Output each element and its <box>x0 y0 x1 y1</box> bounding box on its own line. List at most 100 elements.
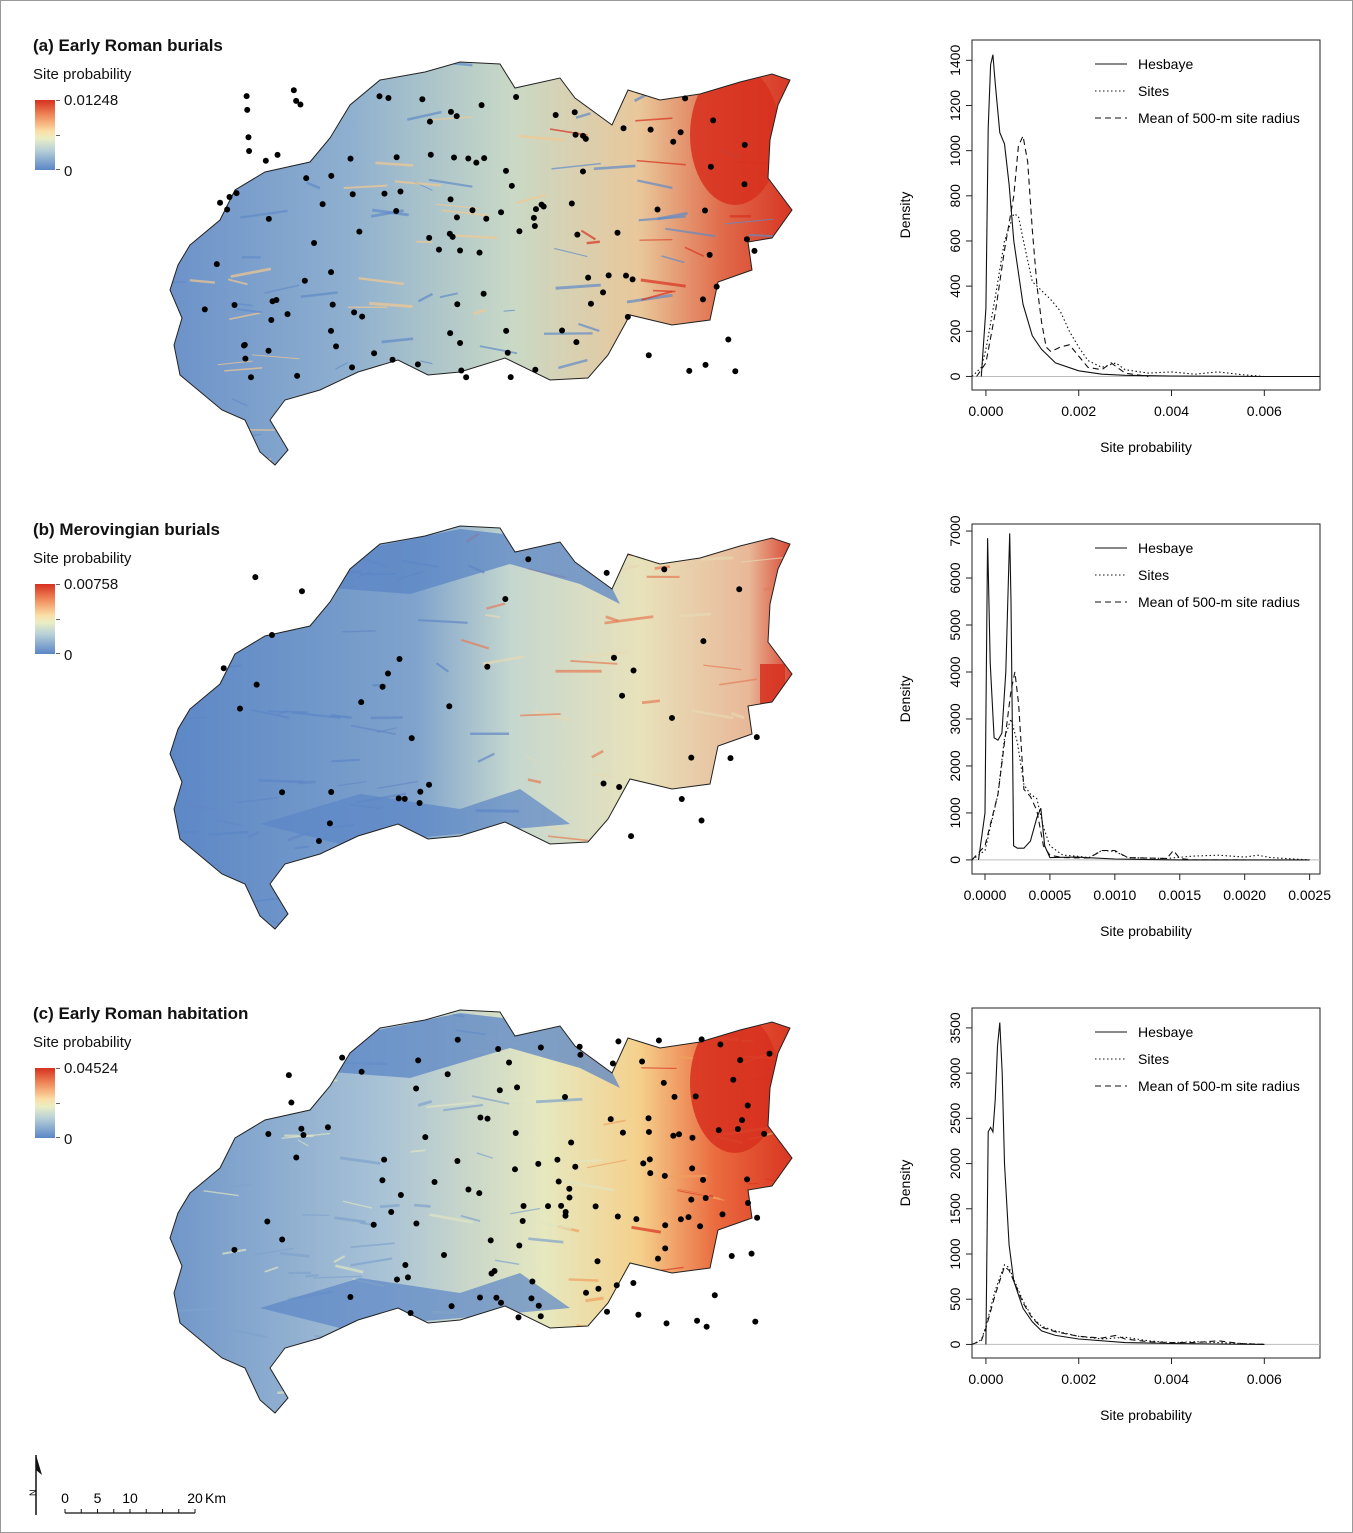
site-marker <box>609 1060 616 1067</box>
site-marker <box>516 1242 523 1249</box>
site-marker <box>511 1166 518 1173</box>
y-tick-label: 600 <box>947 229 963 253</box>
site-marker <box>614 229 621 236</box>
site-marker <box>397 188 404 195</box>
site-marker <box>422 1134 429 1141</box>
site-marker <box>426 234 433 241</box>
site-marker <box>293 1154 300 1161</box>
plot-frame <box>971 39 1321 391</box>
site-marker <box>328 327 335 334</box>
legend-entry: Hesbaye <box>1138 1024 1193 1040</box>
site-marker <box>744 1176 751 1183</box>
site-marker <box>502 595 509 602</box>
site-marker <box>502 167 509 174</box>
site-marker <box>583 1289 590 1296</box>
legend-min-value: 0 <box>64 1131 73 1148</box>
site-marker <box>615 1038 622 1045</box>
density-chart: 0 200 400 600 800 1000 1200 1400 0.000 0.002 0.004… <box>897 39 1321 455</box>
legend-max-value: 0.04524 <box>64 1060 119 1077</box>
y-tick-label: 5000 <box>947 609 963 640</box>
site-marker <box>385 94 392 101</box>
site-marker <box>532 206 539 213</box>
plot-frame <box>971 1007 1321 1359</box>
y-tick-label: 2000 <box>947 750 963 781</box>
site-marker <box>577 1051 584 1058</box>
site-marker <box>743 236 750 243</box>
site-marker <box>236 705 243 712</box>
site-marker <box>741 181 748 188</box>
site-marker <box>697 1223 704 1230</box>
site-marker <box>253 681 260 688</box>
panel-title: (b) Merovingian burials <box>33 520 221 539</box>
site-marker <box>736 586 743 593</box>
site-marker <box>728 1253 735 1260</box>
site-marker <box>268 317 275 324</box>
site-marker <box>719 1211 726 1218</box>
site-marker <box>473 159 480 166</box>
site-marker <box>646 1156 653 1163</box>
x-tick-label: 0.004 <box>1154 1371 1189 1387</box>
site-marker <box>662 1245 669 1252</box>
site-marker <box>713 283 720 290</box>
site-marker <box>416 799 423 806</box>
site-marker <box>384 670 391 677</box>
site-marker <box>358 1068 365 1075</box>
site-marker <box>671 1093 678 1100</box>
site-marker <box>451 154 458 161</box>
scale-and-north: N 0 5 10 20 Km <box>28 1455 226 1515</box>
y-tick-label: 0 <box>947 856 963 864</box>
site-marker <box>388 1209 395 1216</box>
x-tick-label: 0.002 <box>1061 403 1096 419</box>
site-marker <box>441 1251 448 1258</box>
site-marker <box>496 1087 503 1094</box>
north-arrow-icon: N <box>28 1455 42 1515</box>
site-marker <box>426 118 433 125</box>
site-marker <box>328 789 335 796</box>
site-marker <box>677 1216 684 1223</box>
site-marker <box>484 1115 491 1122</box>
legend-max-value: 0.00758 <box>64 576 119 593</box>
site-marker <box>288 1099 295 1106</box>
site-marker <box>574 231 581 238</box>
y-tick-label: 400 <box>947 274 963 298</box>
site-marker <box>376 93 383 100</box>
site-marker <box>555 1178 562 1185</box>
scale-label: 20 <box>187 1490 203 1506</box>
site-marker <box>613 1282 620 1289</box>
site-marker <box>703 1323 710 1330</box>
site-marker <box>568 1139 575 1146</box>
scale-label: 5 <box>94 1490 102 1506</box>
site-marker <box>401 795 408 802</box>
legend-tick <box>56 584 60 585</box>
site-marker <box>682 95 689 102</box>
x-tick-label: 0.006 <box>1247 1371 1282 1387</box>
site-marker <box>458 367 465 374</box>
site-marker <box>766 1050 773 1057</box>
site-marker <box>512 1130 519 1137</box>
site-marker <box>407 1310 414 1317</box>
y-tick-label: 3500 <box>947 1012 963 1043</box>
site-marker <box>552 112 559 119</box>
site-marker <box>654 206 661 213</box>
site-marker <box>647 1170 654 1177</box>
legend-entry: Mean of 500-m site radius <box>1138 1078 1300 1094</box>
site-marker <box>488 1270 495 1277</box>
series-line-0 <box>980 54 1320 378</box>
site-marker <box>298 588 305 595</box>
site-marker <box>689 1165 696 1172</box>
site-marker <box>243 93 250 100</box>
site-marker <box>744 1102 751 1109</box>
probability-map <box>169 525 793 930</box>
legend-entry: Sites <box>1138 83 1169 99</box>
site-marker <box>381 190 388 197</box>
site-marker <box>751 247 758 254</box>
site-marker <box>654 1255 661 1262</box>
site-marker <box>519 1218 526 1225</box>
legend-label: Site probability <box>33 1034 132 1051</box>
site-marker <box>503 327 510 334</box>
x-tick-label: 0.0010 <box>1093 887 1136 903</box>
site-marker <box>595 1285 602 1292</box>
site-marker <box>446 230 453 237</box>
site-marker <box>725 336 732 343</box>
site-marker <box>226 194 233 201</box>
